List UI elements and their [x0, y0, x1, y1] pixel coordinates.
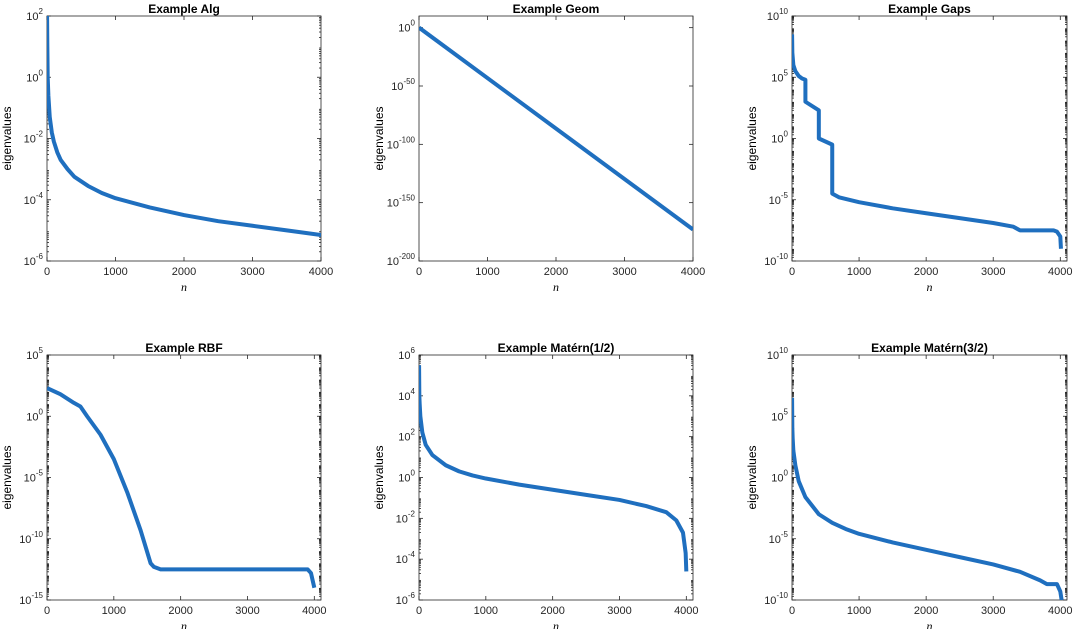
chart-title: Example Matérn(3/2)	[871, 341, 988, 355]
x-tick-label: 0	[416, 605, 422, 617]
y-tick-label: 10-100	[387, 135, 416, 151]
y-tick-label: 105	[771, 68, 788, 84]
axes-box	[418, 15, 694, 262]
y-tick-label: 10-10	[764, 591, 788, 607]
x-tick-label: 2000	[544, 266, 568, 278]
axes-box	[791, 15, 1068, 262]
y-axis-label: eigenvalues	[372, 106, 386, 170]
subplot-3: Example Gaps 0 1000 2000 3000 4000 10-10 10-5 10…	[745, 2, 1073, 294]
x-axis-label: n	[927, 280, 933, 294]
x-tick-label: 3000	[981, 605, 1005, 617]
eigenvalue-curve	[792, 34, 1063, 249]
x-tick-label: 4000	[1048, 266, 1072, 278]
eigenvalue-curve	[47, 386, 317, 589]
y-tick-label: 10-4	[24, 191, 44, 207]
x-tick-label: 4000	[302, 605, 326, 617]
x-tick-label: 1000	[474, 605, 498, 617]
y-tick-label: 104	[398, 387, 415, 403]
x-tick-label: 3000	[607, 605, 631, 617]
y-tick-label: 10-10	[19, 530, 43, 546]
y-tick-label: 10-150	[387, 194, 416, 210]
y-tick-label: 10-5	[769, 191, 789, 207]
y-tick-label: 105	[26, 346, 43, 362]
x-tick-label: 1000	[475, 266, 499, 278]
x-tick-label: 0	[416, 266, 422, 278]
y-tick-label: 10-6	[24, 252, 44, 268]
subplot-6: Example Matérn(3/2) 0 1000 2000 3000 4000 10-1…	[745, 341, 1073, 629]
x-tick-label: 4000	[309, 266, 333, 278]
eigenvalue-curve	[419, 26, 693, 232]
x-tick-label: 3000	[240, 266, 264, 278]
y-tick-label: 100	[771, 130, 788, 146]
x-tick-label: 0	[789, 605, 795, 617]
y-tick-label: 10-2	[24, 130, 44, 146]
chart-title: Example Geom	[513, 2, 600, 16]
x-tick-label: 3000	[981, 266, 1005, 278]
x-axis-label: n	[927, 619, 933, 629]
y-tick-label: 100	[26, 68, 43, 84]
x-axis-label: n	[181, 280, 187, 294]
x-tick-label: 2000	[914, 605, 938, 617]
y-axis-label: eigenvalues	[745, 445, 759, 509]
chart-title: Example Matérn(1/2)	[498, 341, 615, 355]
x-axis-label: n	[553, 280, 559, 294]
chart-title: Example RBF	[145, 341, 222, 355]
x-tick-label: 4000	[674, 605, 698, 617]
x-tick-label: 2000	[172, 266, 196, 278]
subplot-4: Example RBF 0 1000 2000 3000 4000 10-15 10-10 10…	[0, 341, 327, 629]
y-tick-label: 100	[771, 469, 788, 485]
y-tick-label: 102	[26, 7, 43, 23]
x-tick-label: 2000	[914, 266, 938, 278]
y-tick-label: 1010	[767, 7, 789, 23]
x-tick-label: 2000	[168, 605, 192, 617]
y-axis-label: eigenvalues	[0, 445, 14, 509]
x-tick-label: 1000	[102, 605, 126, 617]
y-tick-label: 100	[398, 469, 415, 485]
axes-box	[46, 354, 322, 601]
y-tick-label: 10-6	[396, 591, 416, 607]
x-tick-label: 3000	[612, 266, 636, 278]
y-axis-label: eigenvalues	[0, 106, 14, 170]
y-tick-label: 10-4	[396, 550, 416, 566]
y-tick-label: 100	[26, 407, 43, 423]
subplot-2: Example Geom 0 1000 2000 3000 4000 10-200 10-15…	[372, 2, 705, 294]
y-tick-label: 10-50	[391, 77, 415, 93]
x-tick-label: 0	[789, 266, 795, 278]
x-tick-label: 0	[44, 266, 50, 278]
axes-box	[791, 354, 1068, 601]
axes-box	[418, 354, 694, 601]
y-tick-label: 10-200	[387, 252, 416, 268]
x-tick-label: 1000	[103, 266, 127, 278]
x-tick-label: 4000	[1048, 605, 1072, 617]
eigenvalue-curve	[419, 365, 689, 572]
y-tick-label: 10-10	[764, 252, 788, 268]
x-tick-label: 0	[44, 605, 50, 617]
eigenvalue-curve	[792, 397, 1064, 600]
subplot-1: Example Alg 0 1000 2000 3000 4000 10-6 10-4 10-2…	[0, 2, 333, 294]
y-tick-label: 105	[771, 407, 788, 423]
x-axis-label: n	[553, 619, 559, 629]
chart-title: Example Gaps	[888, 2, 971, 16]
chart-title: Example Alg	[148, 2, 220, 16]
x-tick-label: 2000	[540, 605, 564, 617]
axes-box	[46, 15, 322, 262]
x-tick-label: 1000	[847, 266, 871, 278]
y-tick-label: 10-5	[24, 469, 44, 485]
x-tick-label: 4000	[681, 266, 705, 278]
y-tick-label: 106	[398, 346, 415, 362]
y-tick-label: 1010	[767, 346, 789, 362]
x-tick-label: 1000	[847, 605, 871, 617]
y-tick-label: 10-5	[769, 530, 789, 546]
x-tick-label: 3000	[235, 605, 259, 617]
y-axis-label: eigenvalues	[745, 106, 759, 170]
y-tick-label: 10-2	[396, 509, 416, 525]
x-axis-label: n	[181, 619, 187, 629]
subplot-5: Example Matérn(1/2) 0 1000 2000 3000 4000 10-6…	[372, 341, 699, 629]
y-tick-label: 102	[398, 428, 415, 444]
y-tick-label: 100	[398, 19, 415, 35]
y-tick-label: 10-15	[19, 591, 43, 607]
y-axis-label: eigenvalues	[372, 445, 386, 509]
eigenvalue-curve	[47, 16, 321, 237]
